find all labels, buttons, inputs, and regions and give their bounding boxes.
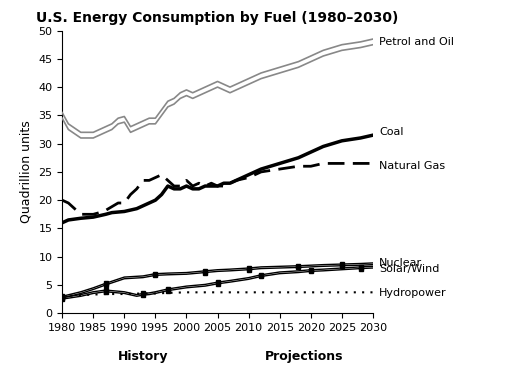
Text: Projections: Projections: [265, 350, 344, 363]
Text: History: History: [118, 350, 168, 363]
Text: Solar/Wind: Solar/Wind: [379, 264, 440, 274]
Title: U.S. Energy Consumption by Fuel (1980–2030): U.S. Energy Consumption by Fuel (1980–20…: [36, 11, 399, 25]
Text: Nuclear: Nuclear: [379, 258, 422, 268]
Y-axis label: Quadrillion units: Quadrillion units: [20, 121, 33, 223]
Text: Natural Gas: Natural Gas: [379, 161, 445, 171]
Text: Hydropower: Hydropower: [379, 288, 447, 298]
Text: Petrol and Oil: Petrol and Oil: [379, 37, 454, 47]
Text: Coal: Coal: [379, 127, 404, 137]
